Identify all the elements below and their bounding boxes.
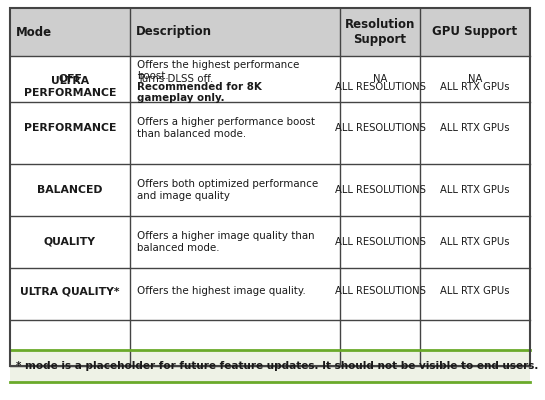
Text: * mode is a placeholder for future feature updates. It should not be visible to : * mode is a placeholder for future featu… bbox=[16, 361, 538, 371]
Text: Offers a higher image quality than
balanced mode.: Offers a higher image quality than balan… bbox=[137, 231, 314, 253]
Text: Offers a higher performance boost
than balanced mode.: Offers a higher performance boost than b… bbox=[137, 117, 315, 139]
Text: OFF: OFF bbox=[58, 74, 82, 84]
Text: QUALITY: QUALITY bbox=[44, 237, 96, 247]
Bar bbox=[10, 350, 530, 382]
Text: ALL RTX GPUs: ALL RTX GPUs bbox=[440, 185, 510, 195]
Bar bbox=[10, 8, 530, 366]
Text: ALL RTX GPUs: ALL RTX GPUs bbox=[440, 286, 510, 296]
Text: ULTRA
PERFORMANCE: ULTRA PERFORMANCE bbox=[24, 76, 116, 98]
Text: BALANCED: BALANCED bbox=[37, 185, 103, 195]
Text: ALL RTX GPUs: ALL RTX GPUs bbox=[440, 237, 510, 247]
Text: ALL RTX GPUs: ALL RTX GPUs bbox=[440, 82, 510, 92]
Bar bbox=[10, 8, 530, 366]
Text: PERFORMANCE: PERFORMANCE bbox=[24, 123, 116, 133]
Text: Offers both optimized performance
and image quality: Offers both optimized performance and im… bbox=[137, 179, 318, 201]
Text: ALL RESOLUTIONS: ALL RESOLUTIONS bbox=[335, 237, 426, 247]
Bar bbox=[10, 8, 530, 56]
Text: Description: Description bbox=[136, 26, 212, 38]
Text: GPU Support: GPU Support bbox=[432, 26, 518, 38]
Text: ALL RESOLUTIONS: ALL RESOLUTIONS bbox=[335, 185, 426, 195]
Text: ALL RESOLUTIONS: ALL RESOLUTIONS bbox=[335, 123, 426, 133]
Text: Turns DLSS off.: Turns DLSS off. bbox=[137, 74, 213, 84]
Text: NA: NA bbox=[373, 74, 387, 84]
Text: NA: NA bbox=[468, 74, 482, 84]
Text: ULTRA QUALITY*: ULTRA QUALITY* bbox=[20, 286, 120, 296]
Text: Recommended for 8K
gameplay only.: Recommended for 8K gameplay only. bbox=[137, 82, 262, 103]
Text: Offers the highest performance
boost.: Offers the highest performance boost. bbox=[137, 60, 299, 81]
Text: ALL RTX GPUs: ALL RTX GPUs bbox=[440, 123, 510, 133]
Text: ALL RESOLUTIONS: ALL RESOLUTIONS bbox=[335, 82, 426, 92]
Text: ALL RESOLUTIONS: ALL RESOLUTIONS bbox=[335, 286, 426, 296]
Text: Offers the highest image quality.: Offers the highest image quality. bbox=[137, 286, 306, 296]
Text: Mode: Mode bbox=[16, 26, 52, 38]
Text: Resolution
Support: Resolution Support bbox=[345, 18, 415, 46]
